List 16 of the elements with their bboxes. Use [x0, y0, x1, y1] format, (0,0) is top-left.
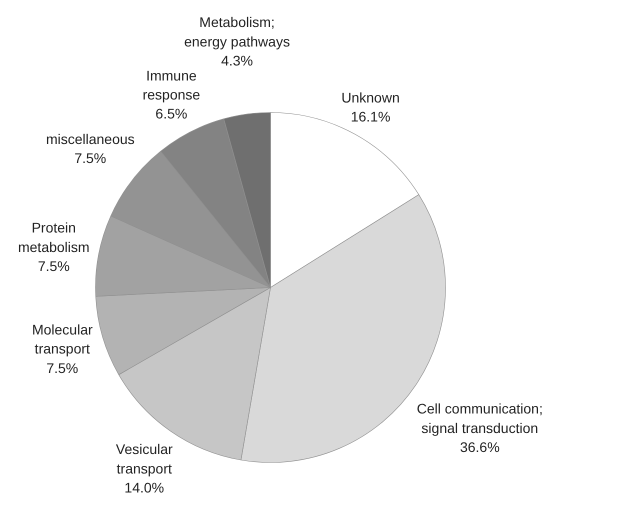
slice-label: Cell communication; signal transduction [416, 400, 543, 436]
slice-label: Protein metabolism [18, 220, 90, 255]
data-label: 16.1% [350, 108, 390, 124]
slice-label: Vesicular transport [116, 441, 174, 476]
slice-label: Immune response [142, 67, 200, 102]
data-label: 7.5% [38, 258, 70, 274]
data-label: 36.6% [460, 439, 500, 456]
data-label: 14.0% [124, 480, 164, 496]
slice-label: Molecular transport [32, 321, 93, 357]
data-label: 7.5% [46, 360, 78, 376]
slice-label: Unknown [341, 89, 400, 106]
data-label: 6.5% [155, 106, 188, 122]
slice-label: miscellaneous [46, 131, 135, 148]
data-label: 7.5% [74, 150, 106, 166]
slice-label: Metabolism; energy pathways [184, 14, 290, 50]
data-label: 4.3% [221, 52, 253, 68]
